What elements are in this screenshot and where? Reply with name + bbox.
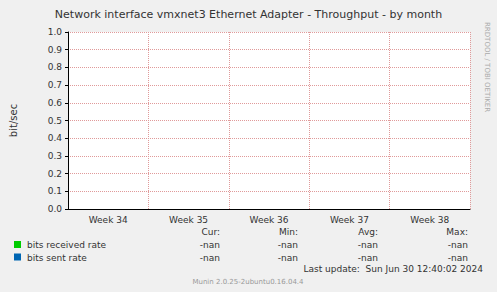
svg-text:0.0: 0.0 <box>48 204 63 214</box>
svg-text:-nan: -nan <box>358 253 378 263</box>
svg-text:Week 35: Week 35 <box>169 215 208 225</box>
svg-text:0.6: 0.6 <box>48 98 63 108</box>
svg-text:RRDTOOL / TOBI OETIKER: RRDTOOL / TOBI OETIKER <box>483 22 491 112</box>
svg-text:-nan: -nan <box>358 240 378 250</box>
svg-text:-nan: -nan <box>448 253 468 263</box>
svg-text:1.0: 1.0 <box>48 27 63 37</box>
svg-text:bit/sec: bit/sec <box>8 104 19 137</box>
svg-text:Week 34: Week 34 <box>89 215 128 225</box>
svg-text:Week 38: Week 38 <box>410 215 449 225</box>
svg-text:-nan: -nan <box>200 240 220 250</box>
svg-text:0.4: 0.4 <box>48 133 63 143</box>
svg-text:0.7: 0.7 <box>48 80 62 90</box>
svg-text:Week 36: Week 36 <box>250 215 289 225</box>
svg-text:0.2: 0.2 <box>48 169 62 179</box>
svg-text:Week 37: Week 37 <box>330 215 369 225</box>
svg-text:-nan: -nan <box>200 253 220 263</box>
svg-text:0.5: 0.5 <box>48 116 62 126</box>
svg-text:Max:: Max: <box>446 227 468 237</box>
svg-text:0.8: 0.8 <box>48 62 63 72</box>
svg-text:Min:: Min: <box>279 227 298 237</box>
svg-text:Cur:: Cur: <box>201 227 220 237</box>
svg-text:0.3: 0.3 <box>48 151 62 161</box>
svg-text:Avg:: Avg: <box>358 227 378 237</box>
svg-text:Network interface vmxnet3 Ethe: Network interface vmxnet3 Ethernet Adapt… <box>55 8 442 21</box>
svg-text:0.9: 0.9 <box>48 45 63 55</box>
svg-text:bits received rate: bits received rate <box>27 240 106 250</box>
svg-text:bits sent rate: bits sent rate <box>27 253 87 263</box>
svg-text:0.1: 0.1 <box>48 186 62 196</box>
svg-text:Last update: Sun Jun 30 12:40: Last update: Sun Jun 30 12:40:02 2024 <box>304 264 484 274</box>
svg-text:-nan: -nan <box>448 240 468 250</box>
svg-text:-nan: -nan <box>278 253 298 263</box>
svg-text:Munin 2.0.25-2ubuntu0.16.04.4: Munin 2.0.25-2ubuntu0.16.04.4 <box>192 278 304 286</box>
svg-text:-nan: -nan <box>278 240 298 250</box>
